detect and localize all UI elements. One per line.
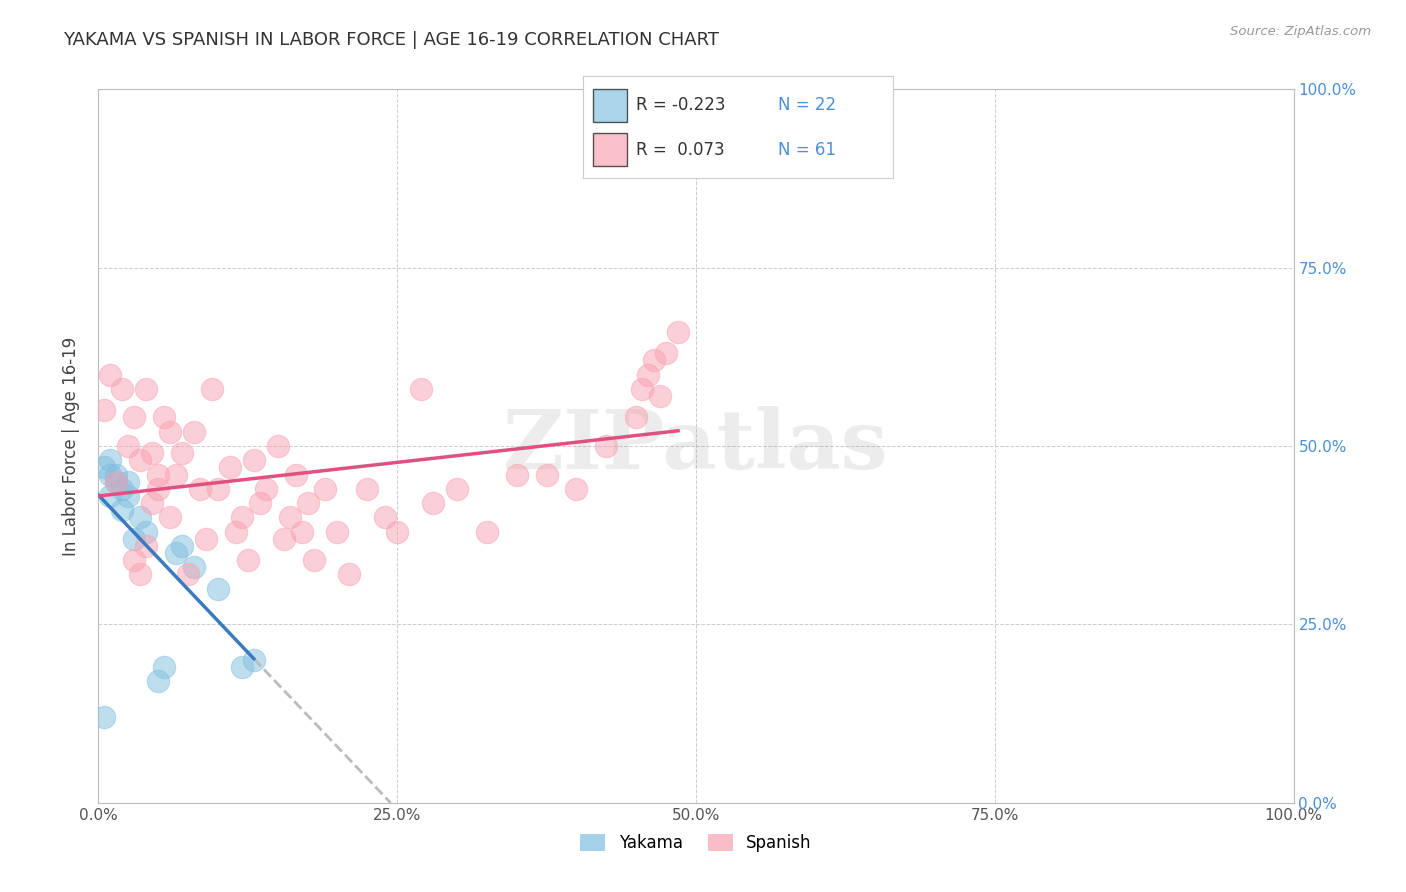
Point: [117, 475, 139, 489]
Point: [254, 482, 277, 496]
Text: Source: ZipAtlas.com: Source: ZipAtlas.com: [1230, 25, 1371, 38]
Text: R =  0.073: R = 0.073: [636, 141, 724, 159]
Point: [506, 467, 529, 482]
Point: [105, 475, 128, 489]
Point: [148, 482, 170, 496]
Y-axis label: In Labor Force | Age 16-19: In Labor Force | Age 16-19: [62, 336, 80, 556]
Point: [141, 496, 163, 510]
Point: [284, 467, 307, 482]
Point: [278, 510, 301, 524]
Point: [165, 467, 187, 482]
Point: [385, 524, 409, 539]
Point: [183, 560, 205, 574]
Point: [339, 567, 361, 582]
Point: [129, 510, 152, 524]
Point: [98, 368, 122, 382]
Point: [153, 410, 176, 425]
Point: [648, 389, 672, 403]
Text: N = 61: N = 61: [779, 141, 837, 159]
FancyBboxPatch shape: [593, 89, 627, 122]
Point: [188, 482, 211, 496]
Point: [111, 482, 134, 496]
Text: N = 22: N = 22: [779, 96, 837, 114]
Point: [172, 539, 194, 553]
Point: [225, 524, 247, 539]
Point: [111, 503, 134, 517]
Point: [201, 382, 224, 396]
Point: [141, 446, 163, 460]
Point: [153, 660, 176, 674]
Point: [273, 532, 295, 546]
Point: [195, 532, 218, 546]
Point: [98, 489, 122, 503]
Point: [183, 425, 205, 439]
Point: [411, 382, 433, 396]
Point: [631, 382, 654, 396]
Point: [124, 553, 146, 567]
Legend: Yakama, Spanish: Yakama, Spanish: [574, 827, 818, 859]
Point: [655, 346, 678, 360]
Point: [302, 553, 325, 567]
Point: [356, 482, 378, 496]
Point: [148, 467, 170, 482]
Point: [159, 425, 181, 439]
Point: [565, 482, 588, 496]
Text: R = -0.223: R = -0.223: [636, 96, 725, 114]
Point: [243, 453, 266, 467]
Point: [243, 653, 266, 667]
Point: [93, 403, 115, 417]
Point: [637, 368, 659, 382]
Point: [207, 482, 229, 496]
Point: [172, 446, 194, 460]
Point: [595, 439, 617, 453]
Point: [315, 482, 337, 496]
Text: ZIPatlas: ZIPatlas: [503, 406, 889, 486]
Point: [267, 439, 290, 453]
Point: [124, 532, 146, 546]
Point: [626, 410, 648, 425]
Point: [129, 453, 152, 467]
Point: [236, 553, 259, 567]
Point: [643, 353, 665, 368]
Point: [93, 710, 115, 724]
Point: [666, 325, 689, 339]
Point: [159, 510, 181, 524]
Point: [117, 439, 139, 453]
Point: [93, 460, 115, 475]
Point: [422, 496, 444, 510]
Point: [98, 453, 122, 467]
Point: [105, 475, 128, 489]
Point: [536, 467, 558, 482]
Point: [297, 496, 319, 510]
Point: [291, 524, 314, 539]
Text: YAKAMA VS SPANISH IN LABOR FORCE | AGE 16-19 CORRELATION CHART: YAKAMA VS SPANISH IN LABOR FORCE | AGE 1…: [63, 31, 720, 49]
Point: [148, 674, 170, 689]
Point: [135, 382, 157, 396]
Point: [129, 567, 152, 582]
Point: [135, 539, 157, 553]
FancyBboxPatch shape: [593, 133, 627, 166]
Point: [231, 510, 253, 524]
Point: [177, 567, 200, 582]
Point: [207, 582, 229, 596]
Point: [135, 524, 157, 539]
Point: [326, 524, 349, 539]
Point: [446, 482, 468, 496]
Point: [124, 410, 146, 425]
Point: [117, 489, 139, 503]
Point: [475, 524, 498, 539]
Point: [219, 460, 242, 475]
Point: [98, 467, 122, 482]
Point: [105, 467, 128, 482]
Point: [231, 660, 253, 674]
Point: [111, 382, 134, 396]
Point: [165, 546, 187, 560]
Point: [249, 496, 271, 510]
Point: [374, 510, 396, 524]
